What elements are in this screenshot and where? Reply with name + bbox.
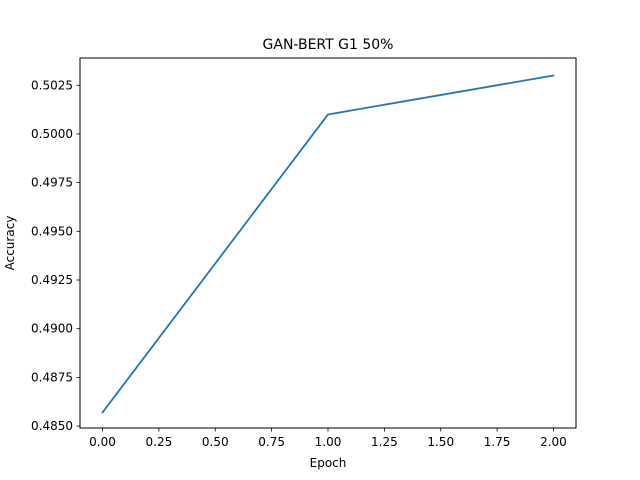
y-tick-label: 0.4950 xyxy=(31,224,73,238)
x-tick-label: 0.50 xyxy=(202,435,229,449)
series-line xyxy=(101,74,555,414)
y-tick-label: 0.5025 xyxy=(31,78,73,92)
y-tick-label: 0.4850 xyxy=(31,419,73,433)
y-tick-label: 0.5000 xyxy=(31,127,73,141)
x-tick-label: 0.00 xyxy=(89,435,116,449)
y-tick-label: 0.4975 xyxy=(31,176,73,190)
x-tick-label: 1.00 xyxy=(315,435,342,449)
y-axis-label: Accuracy xyxy=(3,216,17,271)
chart-title: GAN-BERT G1 50% xyxy=(263,37,394,53)
x-tick-label: 2.00 xyxy=(540,435,567,449)
y-ticks: 0.4850 0.4875 0.4900 0.4925 0.4950 0.4975 0.50… xyxy=(31,78,80,433)
plot-frame xyxy=(79,57,577,429)
series-group xyxy=(101,74,555,414)
x-tick-label: 1.25 xyxy=(371,435,398,449)
x-ticks: 0.00 0.25 0.50 0.75 1.00 1.25 1.50 1.75 2.00 xyxy=(89,428,567,449)
y-tick-label: 0.4925 xyxy=(31,273,73,287)
x-tick-label: 0.75 xyxy=(258,435,285,449)
x-tick-label: 1.75 xyxy=(484,435,511,449)
y-tick-label: 0.4875 xyxy=(31,370,73,384)
y-tick-label: 0.4900 xyxy=(31,322,73,336)
x-tick-label: 1.50 xyxy=(427,435,454,449)
x-axis-label: Epoch xyxy=(310,456,347,470)
x-tick-label: 0.25 xyxy=(146,435,173,449)
